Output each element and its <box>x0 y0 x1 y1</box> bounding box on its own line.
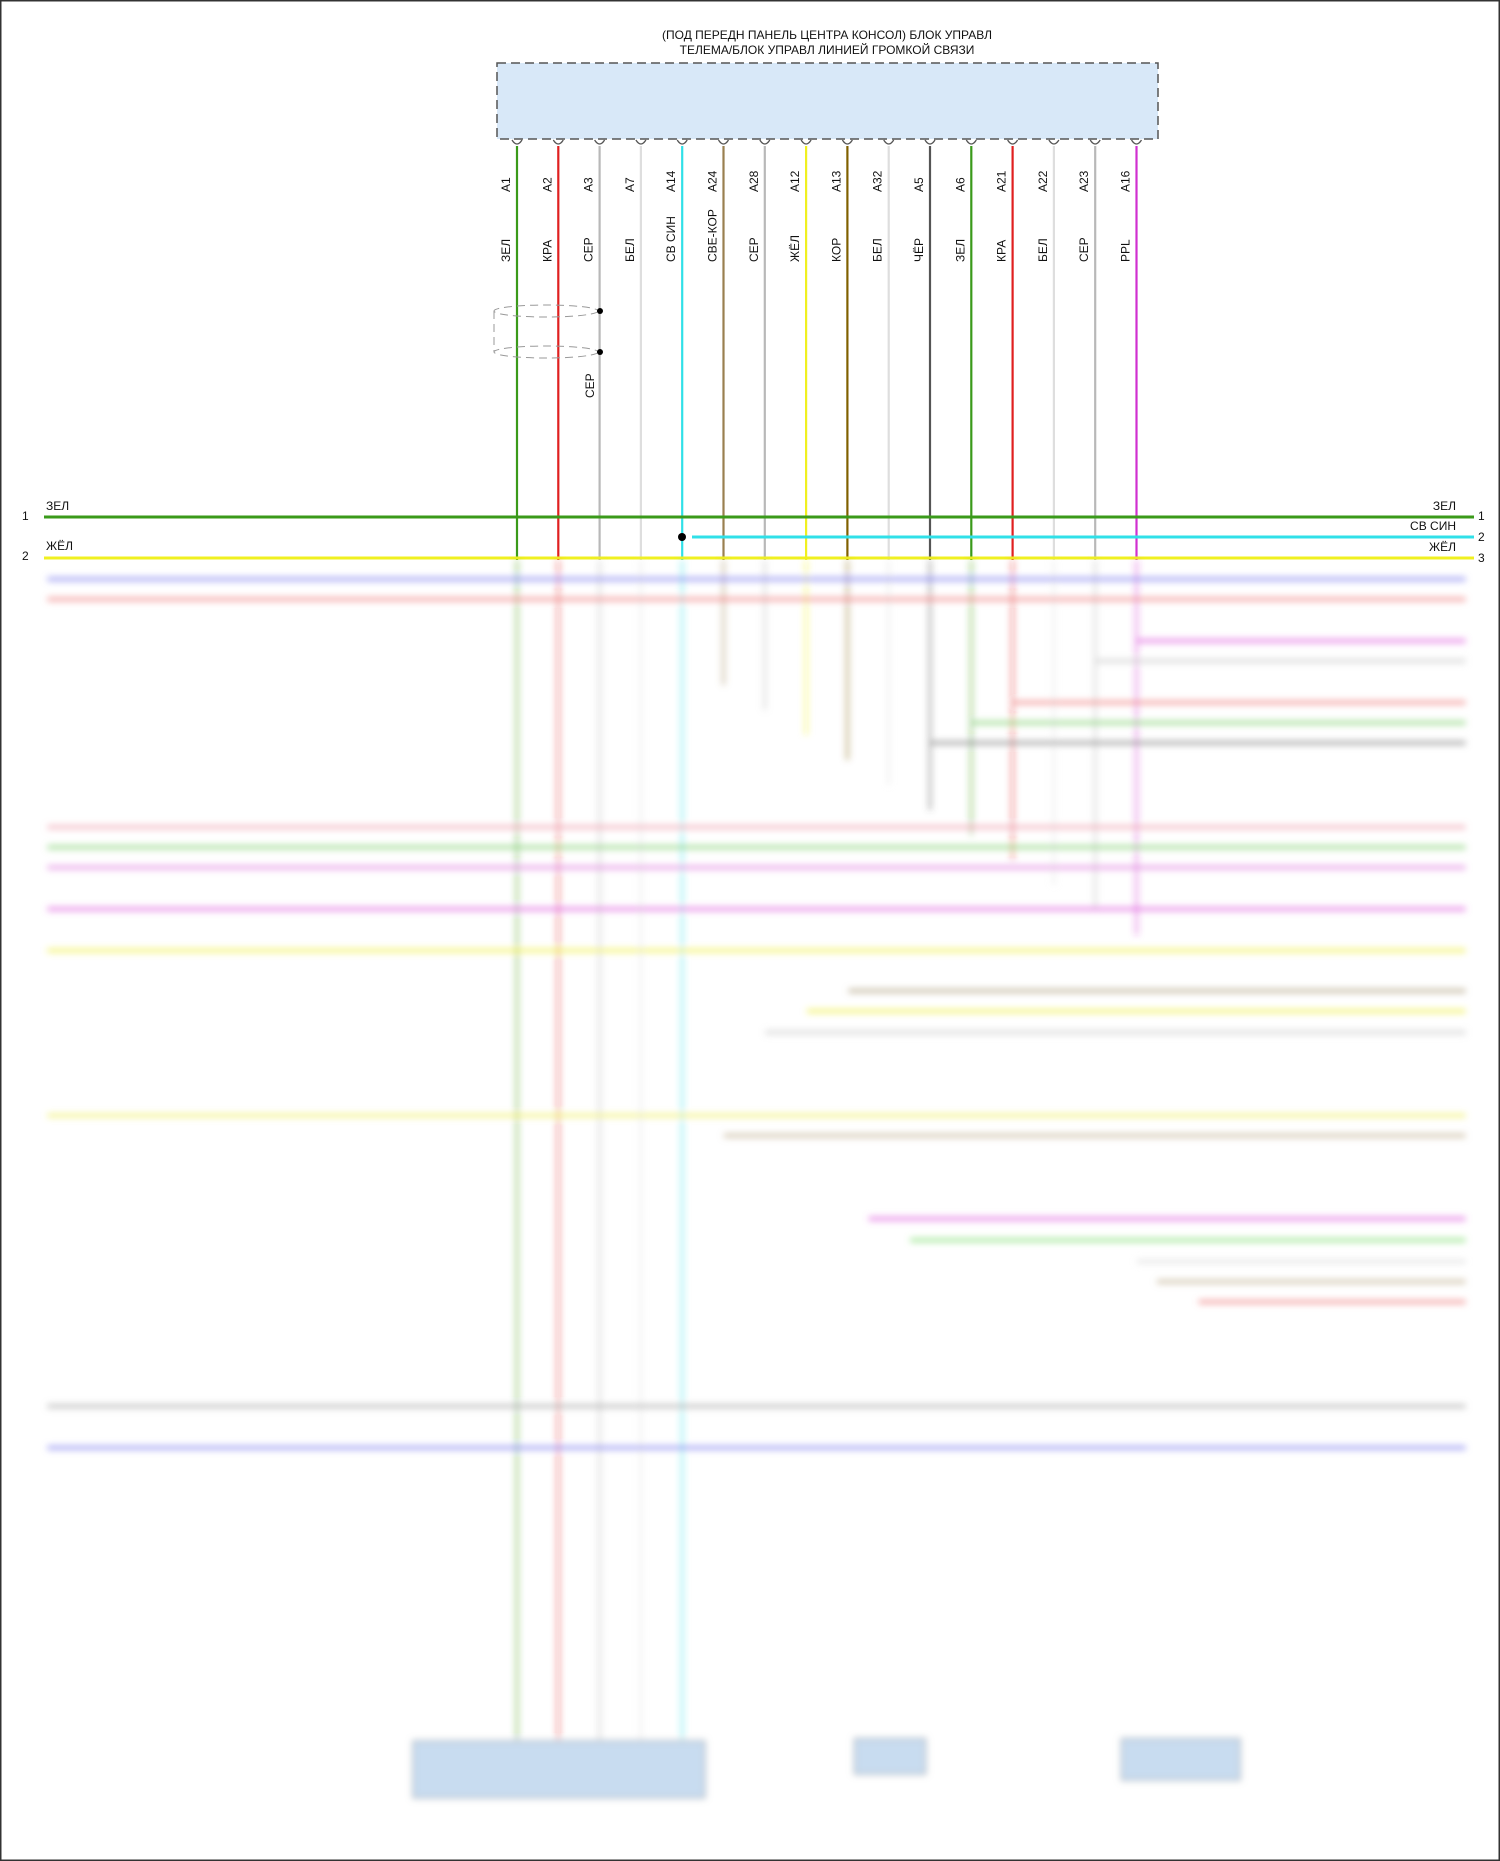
pin-a32[interactable]: A32 БЕЛ <box>871 139 895 560</box>
left-bus-2-num: 2 <box>22 549 29 563</box>
pin-label: A32 <box>871 170 885 192</box>
component-box-blurred <box>1120 1738 1241 1781</box>
right-bus-3-label: ЖЁЛ <box>1429 540 1456 554</box>
pin-label: A22 <box>1036 170 1050 192</box>
pin-terminal-icon <box>965 139 977 145</box>
right-bus-1-label: ЗЕЛ <box>1433 499 1456 513</box>
pin-label: A24 <box>706 170 720 192</box>
left-bus-1-num: 1 <box>22 509 29 523</box>
pin-a23[interactable]: A23 СЕР <box>1077 139 1101 560</box>
pin-terminal-icon <box>759 139 771 145</box>
pin-terminal-icon <box>717 139 730 145</box>
splice-dot <box>678 533 686 541</box>
pin-terminal-icon <box>676 139 688 145</box>
pin-terminal-icon <box>594 139 606 145</box>
pin-label: A14 <box>664 170 678 192</box>
pin-a28[interactable]: A28 СЕР <box>747 139 771 560</box>
left-bus-1-label: ЗЕЛ <box>46 499 69 513</box>
component-box-blurred <box>412 1740 706 1799</box>
pin-label: A23 <box>1077 170 1091 192</box>
module-title-line2: ТЕЛЕМА/БЛОК УПРАВЛ ЛИНИЕЙ ГРОМКОЙ СВЯЗИ <box>680 42 975 57</box>
pin-terminal-icon <box>511 139 523 145</box>
pin-a12[interactable]: A12 ЖЁЛ <box>788 139 812 560</box>
component-box-blurred <box>853 1738 927 1775</box>
pin-a6[interactable]: A6 ЗЕЛ <box>953 139 977 560</box>
pin-label: A16 <box>1119 170 1133 192</box>
pin-a16[interactable]: A16 PPL <box>1119 139 1143 560</box>
pin-a2[interactable]: A2 КРА <box>540 139 564 560</box>
pin-terminal-icon <box>635 139 647 145</box>
pin-label: A3 <box>582 177 596 192</box>
pin-a1[interactable]: A1 ЗЕЛ <box>499 139 523 560</box>
wire-color-label: КОР <box>829 238 843 262</box>
splice-dot <box>597 308 603 314</box>
blurred-lower-diagram <box>47 560 1466 1799</box>
pin-label: A28 <box>747 170 761 192</box>
splice-dot <box>597 349 603 355</box>
pin-label: A6 <box>953 177 967 192</box>
pin-label: A21 <box>995 170 1009 192</box>
pin-label: A12 <box>788 170 802 192</box>
wire-color-label: ЧЁР <box>912 238 926 262</box>
wire-color-label: СЕР <box>582 237 596 262</box>
pin-label: A2 <box>540 177 554 192</box>
wire-color-label: СЕР <box>747 237 761 262</box>
wire-color-label: СВЕ-КОР <box>706 209 720 262</box>
shield: СЕР <box>493 304 603 398</box>
pin-terminal-icon <box>883 139 895 145</box>
wire-color-label: ЗЕЛ <box>953 239 967 262</box>
wire-color-label: БЕЛ <box>623 238 637 262</box>
pin-a14[interactable]: A14 СВ СИН <box>664 139 688 560</box>
pin-label: A5 <box>912 177 926 192</box>
pin-terminal-icon <box>1130 139 1143 145</box>
wire-color-label: КРА <box>540 240 554 262</box>
pin-a21[interactable]: A21 КРА <box>995 139 1019 560</box>
telematics-module-box[interactable] <box>496 62 1159 140</box>
wire-color-label: ЗЕЛ <box>499 239 513 262</box>
pin-a7[interactable]: A7 БЕЛ <box>623 139 647 560</box>
pin-a22[interactable]: A22 БЕЛ <box>1036 139 1060 560</box>
right-bus-2-num: 2 <box>1478 530 1485 544</box>
pin-label: A13 <box>829 170 843 192</box>
pin-label: A1 <box>499 177 513 192</box>
right-bus-1-num: 1 <box>1478 509 1485 523</box>
wire-color-label: ЖЁЛ <box>788 235 802 262</box>
pin-terminal-icon <box>1089 139 1101 145</box>
pin-a5[interactable]: A5 ЧЁР <box>912 139 936 560</box>
bus-lines: 1 ЗЕЛ 2 ЖЁЛ 1 ЗЕЛ 2 СВ СИН 3 ЖЁЛ <box>22 499 1485 565</box>
right-bus-3-num: 3 <box>1478 551 1485 565</box>
module-title-line1: (ПОД ПЕРЕДН ПАНЕЛЬ ЦЕНТРА КОНСОЛ) БЛОК У… <box>662 28 992 42</box>
pin-label: A7 <box>623 177 637 192</box>
wire-color-label: БЕЛ <box>1036 238 1050 262</box>
wire-color-label: PPL <box>1119 239 1133 262</box>
pin-a13[interactable]: A13 КОР <box>829 139 853 560</box>
wire-color-label: БЕЛ <box>871 238 885 262</box>
right-bus-2-label: СВ СИН <box>1410 519 1456 533</box>
pin-terminal-icon <box>1007 139 1019 145</box>
shield-wire-label: СЕР <box>583 373 597 398</box>
left-bus-2-label: ЖЁЛ <box>46 539 73 553</box>
pin-terminal-icon <box>841 139 853 145</box>
pin-terminal-icon <box>552 139 564 145</box>
wire-color-label: КРА <box>995 240 1009 262</box>
pin-terminal-icon <box>1048 139 1060 145</box>
pin-terminal-icon <box>924 139 936 145</box>
pin-terminal-icon <box>800 139 812 145</box>
wire-color-label: СВ СИН <box>664 216 678 262</box>
wire-color-label: СЕР <box>1077 237 1091 262</box>
pin-a24[interactable]: A24 СВЕ-КОР <box>706 139 730 560</box>
